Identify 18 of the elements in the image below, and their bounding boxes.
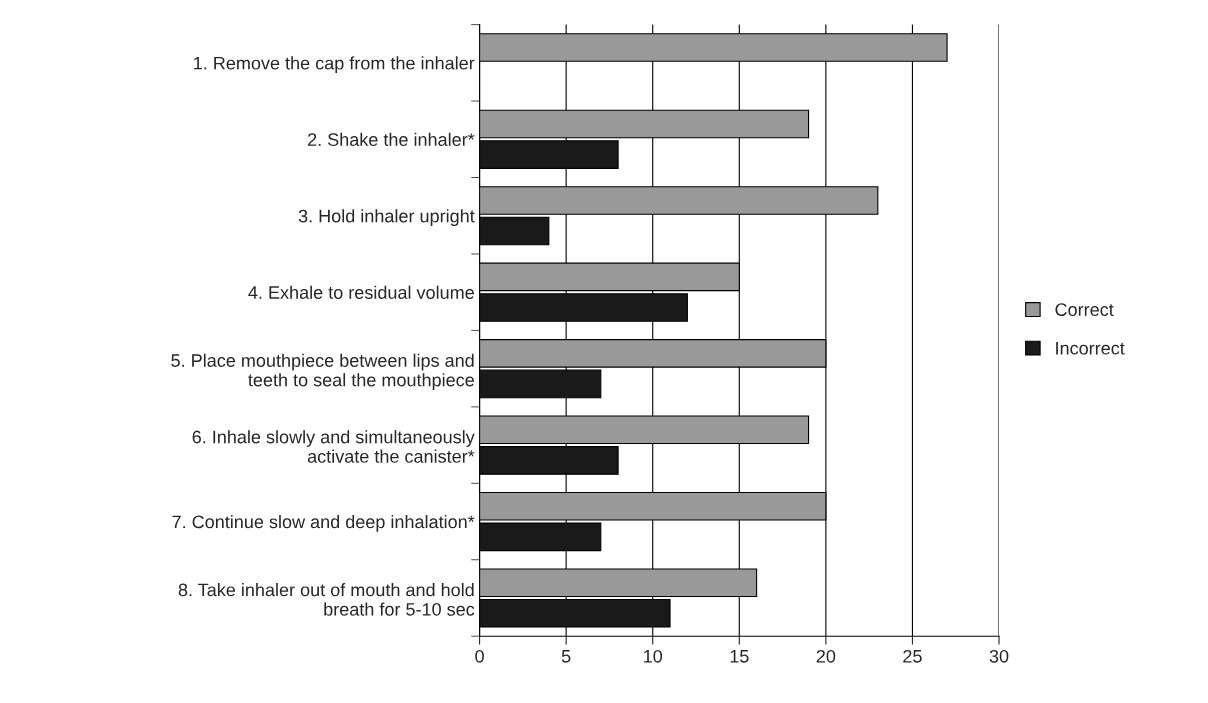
y-tick-label: 8. Take inhaler out of mouth and hold breath for 5-10 sec [178, 583, 475, 616]
legend-label: Correct [1055, 303, 1114, 317]
x-tick-label: 25 [903, 649, 922, 663]
y-tick-label: 4. Exhale to residual volume [248, 285, 474, 299]
y-tick-label: 7. Continue slow and deep inhalation* [172, 515, 475, 532]
y-tick-label: 6. Inhale slowly and simultaneously activate the canister* [192, 430, 475, 463]
x-tick-label: 10 [644, 649, 663, 663]
bar [479, 216, 550, 246]
y-tick-label: 1. Remove the cap from the inhaler [194, 56, 475, 74]
x-tick-label: 15 [730, 650, 749, 663]
legend-label: Incorrect [1056, 342, 1125, 355]
x-tick-label: 5 [561, 650, 571, 663]
x-tick-label: 30 [989, 649, 1009, 663]
y-tick-label: 2. Shake the inhaler* [308, 132, 475, 146]
x-tick-label: 20 [816, 649, 836, 663]
x-tick-label: 0 [475, 649, 484, 663]
y-tick-label: 5. Place mouthpiece between lips and teeth to seal the mouthpiece [171, 353, 474, 390]
y-tick-label: 3. Hold inhaler upright [298, 209, 475, 227]
